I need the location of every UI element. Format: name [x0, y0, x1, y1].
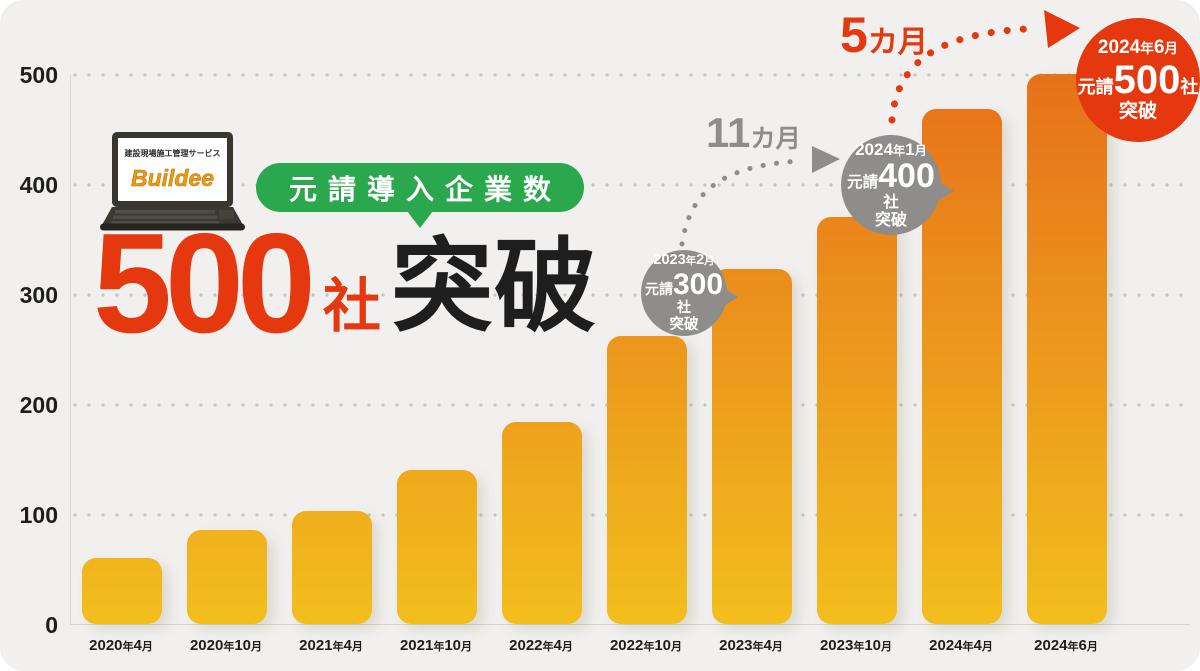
buildee-laptop-logo: 建設現場施工管理サービス Buildee	[95, 128, 250, 239]
laptop-key-row	[111, 221, 219, 224]
laptop-key-row	[113, 215, 217, 220]
milestone-suffix: 突破	[669, 317, 699, 334]
x-axis-tick-2021年10月: 2021年10月	[399, 637, 473, 654]
bar-2021年4月	[292, 511, 372, 624]
x-axis-tick-2024年4月: 2024年4月	[929, 637, 993, 654]
laptop-base	[100, 223, 245, 231]
laptop-screen	[118, 138, 227, 201]
x-axis-tick-2021年4月: 2021年4月	[299, 637, 363, 654]
x-axis-tick-2024年6月: 2024年6月	[1034, 637, 1098, 654]
badge-label: 元請導入企業数	[288, 173, 562, 205]
y-axis-tick-200: 200	[19, 392, 58, 418]
y-axis-tick-100: 100	[19, 502, 58, 528]
badge-lead-contractor-count: 元請導入企業数	[256, 163, 584, 228]
laptop-key-row	[115, 210, 215, 214]
milestone-date: 2024年1月	[855, 139, 927, 159]
logo-brand: Buildee	[131, 165, 214, 191]
bar-2023年4月	[712, 269, 792, 624]
badge-tail	[407, 211, 433, 228]
gridline-400	[73, 183, 1190, 187]
bar-2024年6月	[1027, 74, 1107, 624]
laptop-illustration: 建設現場施工管理サービス Buildee	[100, 132, 245, 231]
milestone-value: 元請500社	[1077, 58, 1199, 102]
headline-number: 500	[93, 204, 316, 363]
x-axis-tick-2020年10月: 2020年10月	[189, 637, 263, 654]
bar-2022年4月	[502, 422, 582, 624]
x-axis-tick-2023年10月: 2023年10月	[819, 637, 893, 654]
logo-tagline: 建設現場施工管理サービス	[124, 148, 221, 158]
milestone-bubble-300: 2023年2月 元請300社 突破	[641, 250, 738, 336]
y-axis-tick-500: 500	[19, 62, 58, 88]
milestone-value: 元請400社	[847, 157, 935, 212]
bubble-tail	[724, 288, 738, 306]
milestone-value: 元請300社	[644, 267, 724, 316]
milestone-suffix: 突破	[1118, 101, 1157, 122]
y-axis-tick-400: 400	[19, 172, 58, 198]
x-axis-tick-2020年4月: 2020年4月	[89, 637, 153, 654]
headline-counter: 社	[322, 274, 381, 339]
bar-2020年4月	[82, 558, 162, 624]
bubble-tail	[938, 181, 954, 201]
laptop-touchpad	[219, 210, 234, 219]
x-axis-tick-2023年4月: 2023年4月	[719, 637, 783, 654]
y-axis-tick-300: 300	[19, 282, 58, 308]
bar-2023年10月	[817, 217, 897, 624]
gridline-500	[73, 73, 1190, 77]
x-axis-tick-2022年10月: 2022年10月	[609, 637, 683, 654]
arrowhead-5months	[1044, 10, 1080, 48]
x-axis-tick-2022年4月: 2022年4月	[509, 637, 573, 654]
bar-2020年10月	[187, 530, 267, 624]
bar-2021年10月	[397, 470, 477, 624]
milestone-date: 2024年6月	[1097, 37, 1179, 59]
milestone-date: 2023年2月	[653, 252, 715, 269]
plot-area	[70, 73, 1190, 625]
bar-2022年10月	[607, 336, 687, 624]
interval-label-5months: 5カ月	[840, 7, 928, 63]
headline: 500 社突破	[93, 213, 597, 355]
y-axis-tick-0: 0	[45, 612, 58, 638]
milestone-bubble-500: 2024年6月 元請500社 突破	[1076, 18, 1200, 142]
headline-suffix: 突破	[390, 230, 597, 344]
milestone-suffix: 突破	[874, 211, 907, 229]
gridline-300	[73, 293, 1190, 297]
milestone-bubble-400: 2024年1月 元請400社 突破	[841, 135, 954, 235]
interval-label-11months: 11カ月	[706, 109, 801, 156]
